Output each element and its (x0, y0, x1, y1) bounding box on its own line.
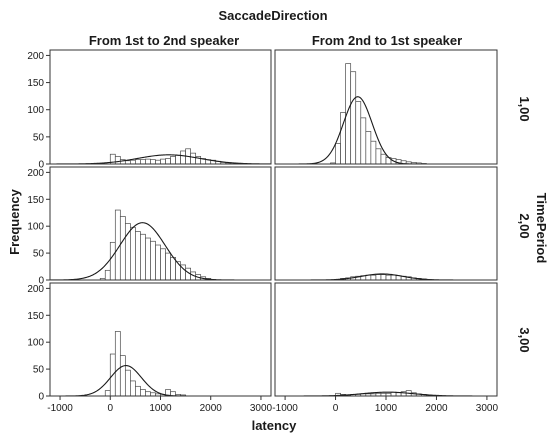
histogram-bar (370, 274, 377, 281)
row-label-2: 2,00 (517, 213, 532, 238)
x-tick-label: 0 (107, 403, 113, 414)
histogram-bar (380, 274, 387, 281)
histogram-bar (104, 390, 111, 397)
histogram-bar (335, 143, 341, 165)
y-tick-label: 150 (27, 311, 44, 322)
panel-frame (274, 166, 498, 281)
histogram-bar (190, 152, 197, 165)
histogram-bar (135, 385, 141, 397)
histogram-bar (155, 244, 161, 281)
x-tick-label: 1000 (375, 403, 398, 414)
y-tick-label: 150 (27, 78, 44, 89)
histogram-bar (140, 233, 146, 281)
histogram-bar (119, 355, 126, 397)
histogram-bar (350, 71, 357, 165)
x-tick-label: -1000 (47, 403, 73, 414)
histogram-bar (150, 159, 156, 165)
x-tick-label: -1000 (272, 403, 298, 414)
y-tick-label: 0 (38, 160, 44, 171)
panel-frame (274, 282, 498, 397)
histogram-bar (170, 257, 176, 281)
y-tick-label: 100 (27, 222, 44, 233)
histogram-bar (175, 154, 181, 165)
histogram-bar (360, 117, 367, 165)
histogram-bar (119, 216, 126, 281)
x-tick-label: 3000 (476, 403, 499, 414)
row-label-3: 3,00 (517, 327, 532, 352)
histogram-bar (380, 153, 387, 165)
y-tick-label: 50 (33, 132, 45, 143)
x-tick-label: 0 (333, 403, 339, 414)
y-tick-label: 0 (38, 276, 44, 287)
y-axis-label: Frequency (7, 188, 22, 255)
histogram-bar (114, 156, 121, 165)
histogram-bar (170, 156, 176, 165)
histogram-bar (390, 274, 397, 281)
y-tick-label: 200 (27, 168, 44, 179)
y-tick-label: 100 (27, 105, 44, 116)
histogram-bar (160, 158, 166, 165)
histogram-bar (114, 331, 121, 397)
y-tick-label: 0 (38, 392, 44, 403)
panel-frame (49, 49, 272, 165)
histogram-bar (135, 231, 141, 281)
histogram-bar (130, 226, 136, 281)
histogram-bar (140, 389, 146, 397)
histogram-bar (104, 269, 111, 281)
row-label-1: 1,00 (517, 96, 532, 121)
y-tick-label: 50 (33, 249, 45, 260)
column-label-2: From 2nd to 1st speaker (312, 33, 462, 48)
panel-3: 0 50 100 150 200 (27, 166, 272, 287)
normal-curve (50, 365, 271, 397)
panel-frame (274, 49, 498, 165)
histogram-bar (140, 159, 146, 165)
y-tick-label: 200 (27, 284, 44, 295)
histogram-bar (145, 158, 151, 165)
histogram-bar (150, 240, 156, 281)
histogram-bar (370, 140, 377, 165)
histogram-bar (365, 131, 372, 165)
histogram-bar (180, 150, 186, 165)
normal-curve (275, 96, 497, 165)
histogram-bar (175, 261, 181, 281)
panel-1: 0 50 100 150 200 (27, 49, 272, 171)
x-axis-label: latency (252, 418, 298, 433)
histogram-bar (160, 248, 166, 281)
chart-title: SaccadeDirection (218, 8, 327, 23)
panel-frame (49, 282, 272, 397)
panel-2 (274, 49, 498, 165)
histogram-bar (375, 274, 382, 281)
histogram-bar (165, 158, 171, 165)
column-label-1: From 1st to 2nd speaker (89, 33, 239, 48)
histogram-bar (165, 252, 171, 281)
histogram-bar (355, 101, 362, 165)
histogram-bar (145, 237, 151, 281)
y-tick-label: 50 (33, 365, 45, 376)
panel-4 (274, 166, 498, 281)
histogram-bar (130, 159, 136, 165)
panel-6: -1000 0 1000 2000 3000 (272, 282, 499, 414)
histogram-bar (124, 369, 131, 397)
x-tick-label: 3000 (250, 403, 273, 414)
histogram-bar (155, 159, 161, 165)
x-tick-label: 1000 (149, 403, 172, 414)
y-tick-label: 100 (27, 338, 44, 349)
panels-group: 050100150200050100150200050100150200-100… (27, 49, 499, 414)
histogram-bar (130, 380, 136, 397)
histogram-bar (109, 241, 116, 281)
y-tick-label: 150 (27, 195, 44, 206)
y-tick-label: 200 (27, 51, 44, 62)
histogram-bar (375, 148, 382, 165)
histogram-bar (145, 391, 151, 397)
panel-frame (49, 166, 272, 281)
histogram-bar (135, 159, 141, 165)
histogram-bar (385, 274, 392, 281)
x-tick-label: 2000 (425, 403, 448, 414)
row-facet-label: TimePeriod (534, 193, 549, 264)
x-tick-label: 2000 (200, 403, 223, 414)
